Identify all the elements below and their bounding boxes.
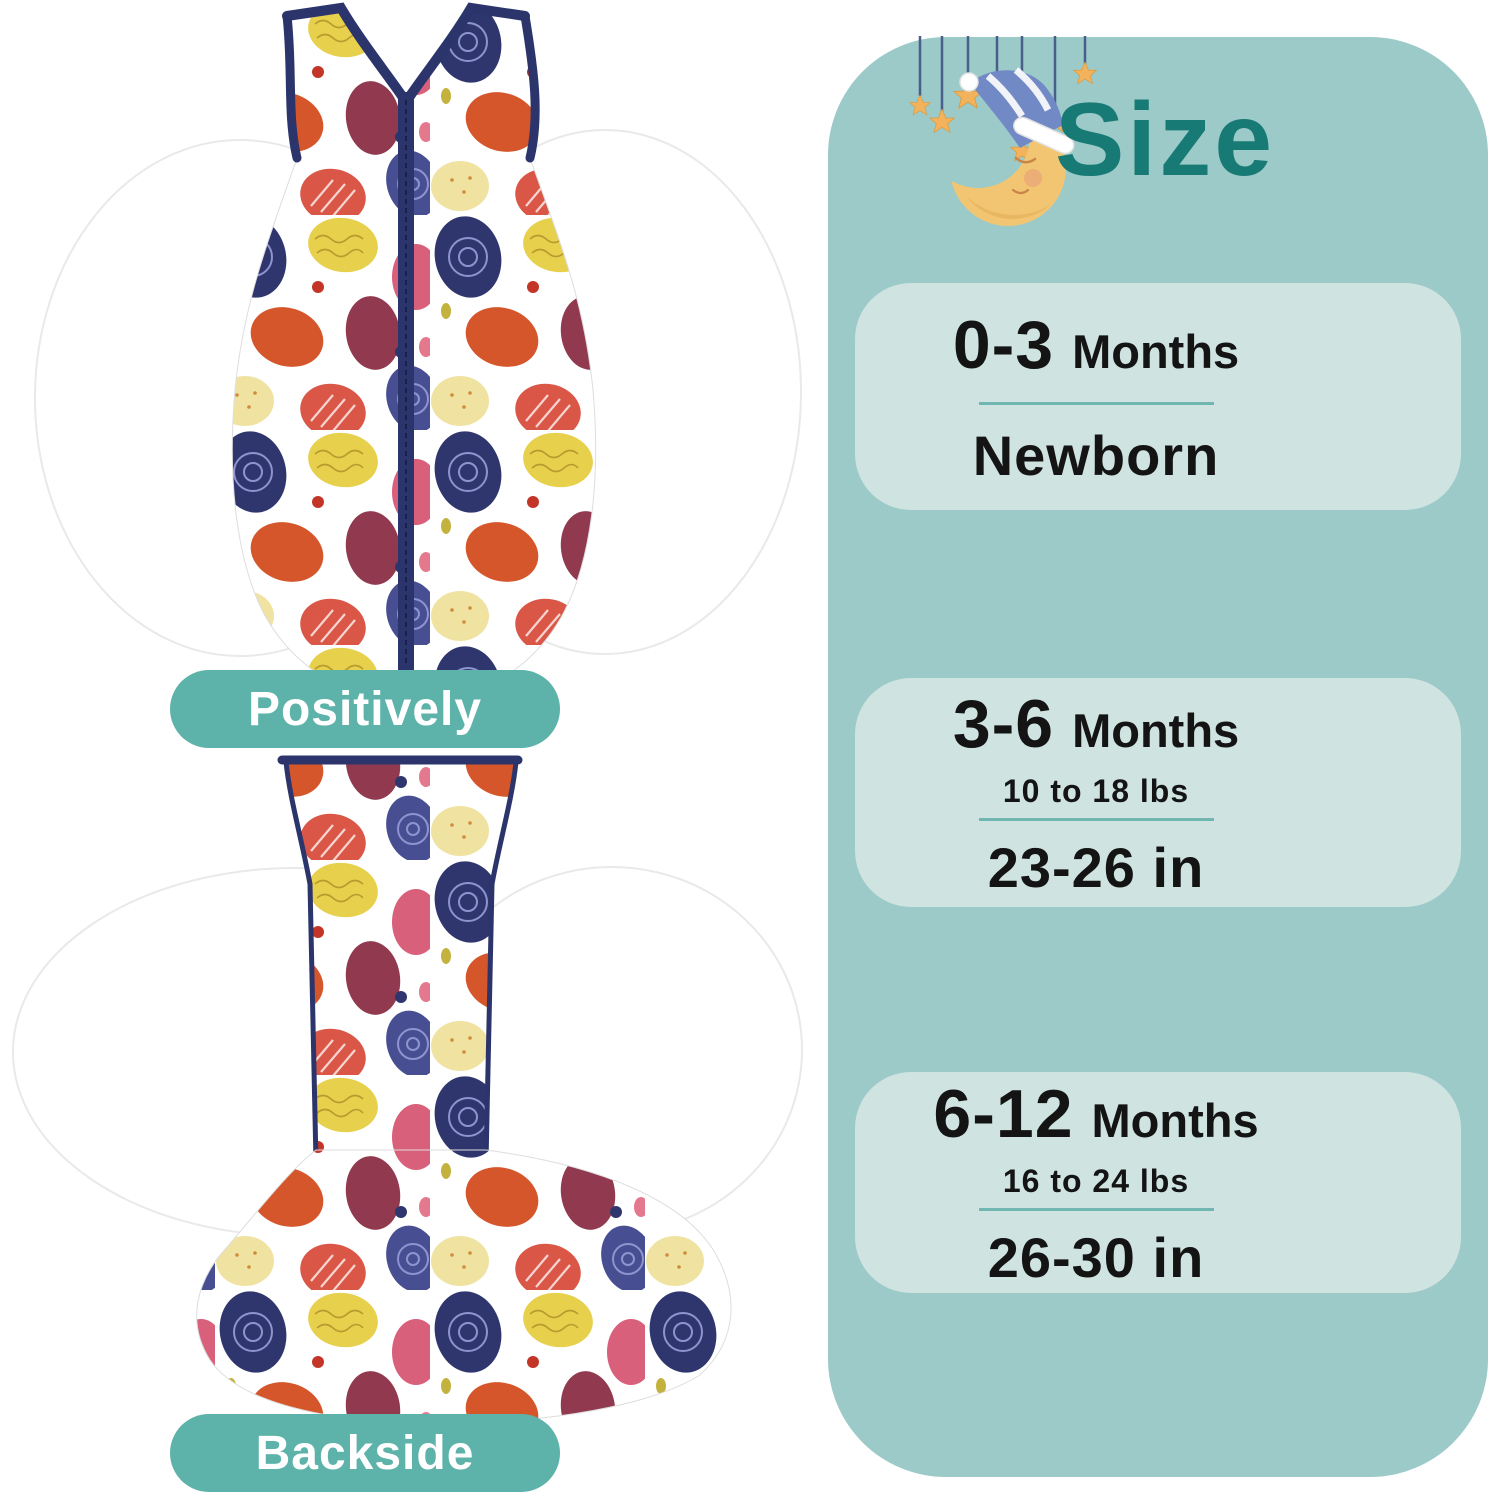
navy-trim bbox=[282, 2, 540, 163]
swaddle-back-photo bbox=[12, 755, 803, 1425]
night-cap bbox=[959, 67, 1075, 155]
card-divider bbox=[978, 818, 1214, 821]
sleep-sack-back bbox=[196, 755, 732, 1425]
back-view-label: Backside bbox=[170, 1414, 560, 1492]
size-range: 6-12 bbox=[933, 1076, 1074, 1152]
size-range-line: 0-3 Months bbox=[953, 306, 1239, 384]
front-view-label: Positively bbox=[170, 670, 560, 748]
card-divider bbox=[978, 1208, 1214, 1211]
hanging-strings bbox=[918, 36, 1087, 140]
navy-trim-back bbox=[277, 755, 523, 1165]
size-height: 26-30 in bbox=[987, 1226, 1205, 1289]
size-card-6-12-months: 6-12 Months 16 to 24 lbs 26-30 in bbox=[855, 1072, 1461, 1293]
size-unit: Months bbox=[1072, 324, 1240, 378]
sleeping-moon-stars-icon bbox=[909, 36, 1097, 226]
size-range-line: 3-6 Months bbox=[953, 685, 1239, 763]
size-panel-title: Size bbox=[1054, 82, 1276, 198]
size-height: Newborn bbox=[972, 423, 1220, 487]
size-unit: Months bbox=[1072, 704, 1240, 757]
size-card-0-3-months: 0-3 Months Newborn bbox=[855, 283, 1461, 510]
size-range: 0-3 bbox=[952, 306, 1055, 383]
size-height: 23-26 in bbox=[987, 836, 1205, 899]
card-divider bbox=[978, 401, 1214, 405]
size-unit: Months bbox=[1091, 1094, 1259, 1147]
swaddle-front-photo bbox=[34, 2, 802, 703]
size-weight: 16 to 24 lbs bbox=[1002, 1163, 1190, 1199]
sleep-sack-front bbox=[231, 2, 597, 703]
size-card-3-6-months: 3-6 Months 10 to 18 lbs 23-26 in bbox=[855, 678, 1461, 907]
zipper bbox=[398, 92, 414, 696]
size-weight: 10 to 18 lbs bbox=[1002, 773, 1190, 809]
size-range: 3-6 bbox=[952, 686, 1055, 762]
size-range-line: 6-12 Months bbox=[933, 1075, 1258, 1153]
